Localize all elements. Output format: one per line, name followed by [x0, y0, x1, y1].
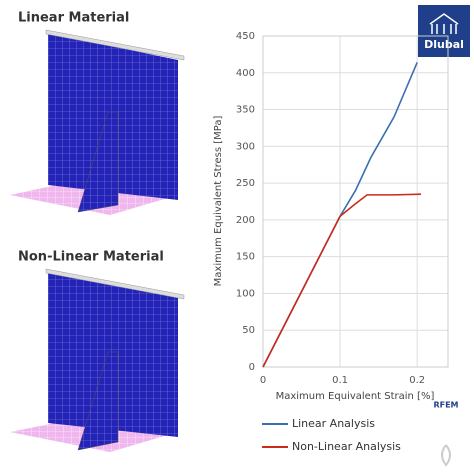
- logo-text: Dlubal: [424, 38, 464, 51]
- y-tick-label: 100: [236, 288, 255, 299]
- y-tick-label: 300: [236, 141, 255, 152]
- y-tick-label: 400: [236, 68, 255, 79]
- logo-icon: [429, 13, 459, 34]
- series-line: [262, 193, 422, 368]
- y-tick-label: 450: [236, 31, 255, 42]
- y-tick-label: 50: [242, 325, 255, 336]
- x-axis-title: Maximum Equivalent Strain [%]: [276, 391, 435, 402]
- y-tick-label: 150: [236, 252, 255, 263]
- brand: RFEM: [433, 401, 458, 410]
- linear-model: Linear Material: [10, 11, 185, 215]
- watermark: [441, 444, 451, 467]
- plot-frame: [262, 35, 449, 368]
- panel-title: Non-Linear Material: [18, 250, 164, 265]
- legend-label: Non-Linear Analysis: [292, 440, 401, 453]
- y-tick-label: 200: [236, 215, 255, 226]
- y-tick-label: 350: [236, 105, 255, 116]
- x-tick-label: 0.2: [409, 375, 425, 386]
- y-tick-label: 250: [236, 178, 255, 189]
- beam: [45, 29, 185, 61]
- nonlinear-model: Non-Linear Material: [10, 250, 185, 452]
- x-tick-label: 0: [260, 375, 266, 386]
- legend-label: Linear Analysis: [292, 417, 375, 430]
- x-tick-label: 0.1: [332, 375, 348, 386]
- panel-title: Linear Material: [18, 11, 129, 26]
- beam: [45, 268, 185, 300]
- rib: [77, 351, 119, 451]
- y-axis-title: Maximum Equivalent Stress [MPa]: [213, 116, 224, 287]
- y-tick-label: 0: [249, 362, 255, 373]
- rib: [77, 111, 119, 213]
